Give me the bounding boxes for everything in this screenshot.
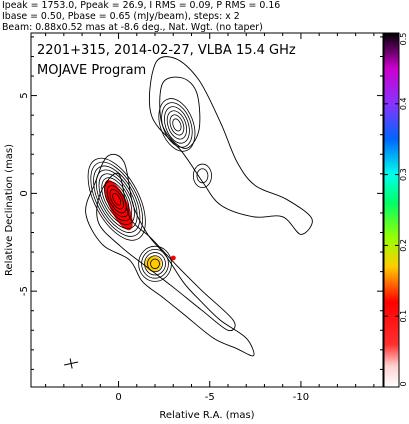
colorbar-tick-label: 0.3 [399, 168, 408, 181]
contour-map [64, 56, 313, 369]
colorbar-tick-label: 0.4 [399, 97, 408, 110]
y-tick-label: -5 [19, 286, 30, 296]
emission-spot-2 [170, 255, 176, 261]
component-0-contour-8 [109, 189, 124, 210]
component-0-contour-5 [101, 177, 133, 222]
jet-contour-2 [149, 56, 313, 235]
jet-contour-1 [96, 172, 236, 332]
component-3-contour-0 [192, 163, 212, 188]
header-line-1: Ipeak = 1753.0, Ppeak = 26.9, I RMS = 0.… [2, 0, 280, 11]
map-subtitle: MOJAVE Program [37, 63, 146, 78]
x-axis-label: Relative R.A. (mas) [159, 410, 254, 421]
component-0-contour-0 [87, 157, 146, 241]
colorbar-tick-label: 0.5 [399, 33, 408, 46]
component-2-contour-2 [144, 252, 166, 276]
component-1-contour-0 [158, 98, 196, 152]
component-1-contour-1 [161, 102, 193, 148]
component-0-contour-3 [95, 169, 138, 229]
component-3-contour-1 [196, 168, 209, 184]
component-0-contour-6 [104, 181, 130, 218]
y-tick-label: 5 [19, 92, 30, 98]
colorbar-tick-label: 0 [399, 381, 408, 386]
component-1-contour-5 [172, 118, 182, 132]
component-0-contour-7 [106, 185, 127, 214]
axis-ticks: 0 -5 -10 5 0 -5 [19, 33, 383, 403]
colorbar-tick-label: 0.1 [399, 310, 408, 323]
component-1-contour-4 [169, 114, 185, 136]
component-1-contour-3 [166, 110, 188, 140]
y-tick-label: 0 [19, 190, 30, 196]
component-2-contour-3 [147, 255, 163, 273]
x-tick-label: -5 [205, 392, 215, 403]
component-0-contour-9 [112, 192, 122, 206]
map-title: 2201+315, 2014-02-27, VLBA 15.4 GHz [37, 43, 296, 58]
colorbar-ticks: 0.5 0.4 0.3 0.2 0.1 0 [384, 32, 408, 388]
component-2-contour-1 [141, 248, 169, 279]
x-tick-label: -10 [293, 392, 309, 403]
plot-frame [30, 32, 384, 388]
component-2-contour-0 [138, 245, 172, 282]
header-line-3: Beam: 0.88x0.52 mas at -8.6 deg., Nat. W… [2, 22, 263, 33]
component-1-contour-2 [164, 106, 190, 144]
component-0-contour-2 [93, 165, 141, 233]
x-tick-label: 0 [115, 392, 121, 403]
y-axis-label: Relative Declination (mas) [4, 144, 15, 276]
component-2-contour-4 [150, 258, 160, 269]
header-line-2: Ibase = 0.50, Pbase = 0.65 (mJy/beam), s… [2, 11, 240, 22]
component-0-contour-4 [98, 173, 135, 226]
colorbar-tick-label: 0.2 [399, 239, 408, 252]
colorbar [383, 32, 400, 388]
beam-minor-axis [69, 358, 73, 369]
component-0-contour-1 [90, 161, 144, 237]
